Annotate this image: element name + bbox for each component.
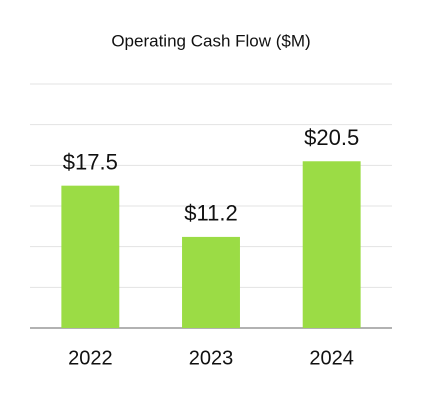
value-label: $11.2: [184, 201, 237, 226]
x-tick-label: 2022: [68, 347, 113, 369]
x-tick-label: 2024: [309, 347, 354, 369]
x-tick-label: 2023: [189, 347, 234, 369]
bar: [302, 161, 361, 328]
bar: [182, 236, 240, 328]
value-label: $17.5: [63, 149, 118, 174]
bar: [61, 185, 120, 328]
chart-title: Operating Cash Flow ($M): [111, 31, 310, 50]
value-label: $20.5: [304, 125, 359, 150]
